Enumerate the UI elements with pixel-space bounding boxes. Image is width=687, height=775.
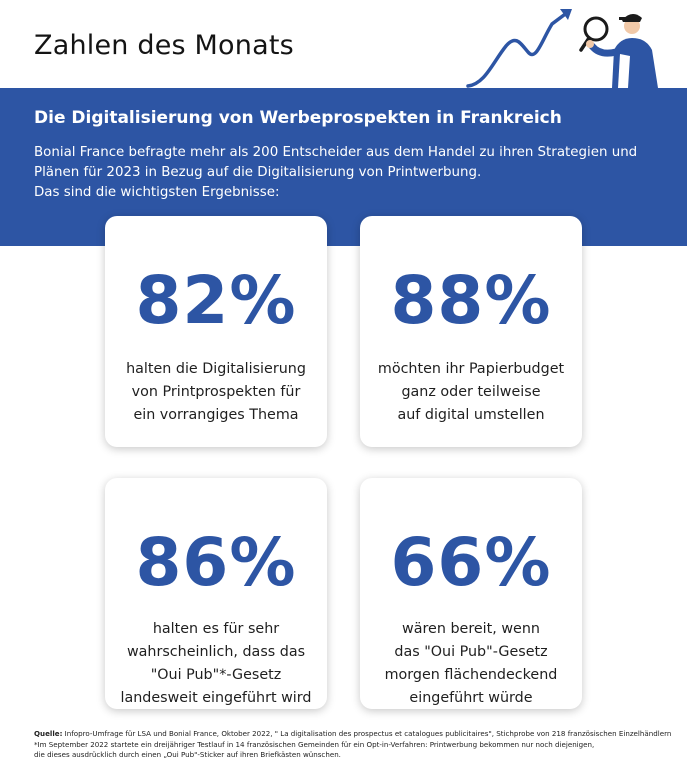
person-with-magnifier-icon bbox=[579, 13, 658, 88]
source-label: Quelle: bbox=[34, 729, 63, 738]
page-title: Zahlen des Monats bbox=[34, 30, 294, 61]
stat-description-line: halten die Digitalisierung bbox=[126, 361, 306, 377]
intro-line: Bonial France befragte mehr als 200 Ents… bbox=[34, 145, 638, 160]
stat-description: halten es für sehr wahrscheinlich, dass … bbox=[105, 618, 327, 710]
source-line: Quelle: Infopro-Umfrage für LSA und Boni… bbox=[34, 729, 674, 740]
stat-description-line: wären bereit, wenn bbox=[402, 621, 540, 637]
stat-description-line: das "Oui Pub"-Gesetz bbox=[394, 644, 548, 660]
stat-description-line: "Oui Pub"*-Gesetz bbox=[150, 667, 282, 683]
stat-card: 82% halten die Digitalisierung von Print… bbox=[105, 216, 327, 447]
stat-description-line: ganz oder teilweise bbox=[401, 384, 541, 400]
stat-description-line: eingeführt würde bbox=[409, 690, 533, 706]
stat-description-line: ein vorrangiges Thema bbox=[133, 407, 299, 423]
stat-description-line: auf digital umstellen bbox=[397, 407, 545, 423]
footnote: Quelle: Infopro-Umfrage für LSA und Boni… bbox=[34, 729, 674, 761]
stat-percentage: 66% bbox=[390, 524, 552, 601]
stat-description-line: morgen flächendeckend bbox=[384, 667, 558, 683]
intro-line: Plänen für 2023 in Bezug auf die Digital… bbox=[34, 165, 482, 180]
stat-description-line: landesweit eingeführt wird bbox=[120, 690, 312, 706]
stat-percentage: 86% bbox=[135, 524, 297, 601]
stat-card: 88% möchten ihr Papierbudget ganz oder t… bbox=[360, 216, 582, 447]
footnote-note-line: die dieses ausdrücklich durch einen „Oui… bbox=[34, 750, 341, 759]
banner-intro-text: Bonial France befragte mehr als 200 Ents… bbox=[34, 143, 664, 203]
stat-card: 66% wären bereit, wenn das "Oui Pub"-Ges… bbox=[360, 478, 582, 709]
header-illustration bbox=[466, 9, 658, 88]
stat-description: wären bereit, wenn das "Oui Pub"-Gesetz … bbox=[360, 618, 582, 710]
stat-description: möchten ihr Papierbudget ganz oder teilw… bbox=[360, 358, 582, 427]
stat-card: 86% halten es für sehr wahrscheinlich, d… bbox=[105, 478, 327, 709]
stat-description: halten die Digitalisierung von Printpros… bbox=[105, 358, 327, 427]
stat-description-line: möchten ihr Papierbudget bbox=[377, 361, 565, 377]
source-text: Infopro-Umfrage für LSA und Bonial Franc… bbox=[62, 729, 672, 738]
stat-percentage: 82% bbox=[135, 262, 297, 339]
stat-percentage: 88% bbox=[390, 262, 552, 339]
stat-description-line: halten es für sehr bbox=[152, 621, 280, 637]
stat-description-line: von Printprospekten für bbox=[131, 384, 301, 400]
stat-description-line: wahrscheinlich, dass das bbox=[126, 644, 306, 660]
footnote-note-line: *Im September 2022 startete ein dreijähr… bbox=[34, 739, 595, 749]
intro-line: Das sind die wichtigsten Ergebnisse: bbox=[34, 185, 280, 200]
banner-title: Die Digitalisierung von Werbeprospekten … bbox=[34, 108, 562, 128]
trend-arrow-icon bbox=[466, 9, 572, 88]
